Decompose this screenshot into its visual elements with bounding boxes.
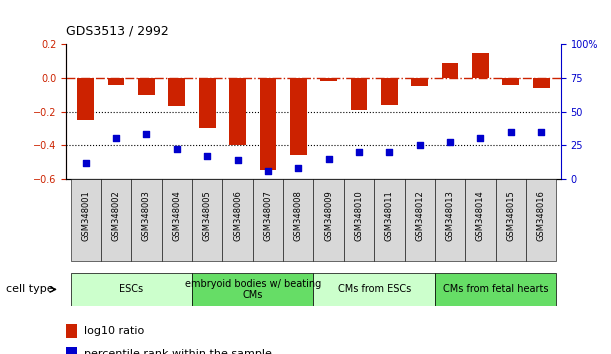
Point — [415, 142, 425, 148]
Bar — [351, 78, 367, 110]
Bar — [442, 63, 458, 78]
Text: GSM348013: GSM348013 — [445, 190, 455, 241]
Bar — [533, 78, 549, 88]
Text: GSM348001: GSM348001 — [81, 190, 90, 241]
Text: embryoid bodies w/ beating
CMs: embryoid bodies w/ beating CMs — [185, 279, 321, 300]
Bar — [70, 273, 192, 306]
Bar — [435, 179, 465, 261]
Bar — [222, 179, 253, 261]
Bar — [101, 179, 131, 261]
Point — [293, 165, 303, 171]
Bar — [260, 78, 276, 170]
Bar — [290, 78, 307, 155]
Bar — [381, 78, 398, 105]
Point — [384, 149, 394, 155]
Bar — [320, 78, 337, 81]
Bar — [465, 179, 496, 261]
Text: GSM348012: GSM348012 — [415, 190, 424, 241]
Point — [202, 153, 212, 159]
Bar — [131, 179, 162, 261]
Text: GSM348016: GSM348016 — [536, 190, 546, 241]
Bar — [192, 273, 313, 306]
Bar — [472, 53, 489, 78]
Bar — [253, 179, 283, 261]
Point — [172, 146, 181, 152]
Bar — [138, 78, 155, 95]
Bar — [70, 179, 101, 261]
Text: GSM348004: GSM348004 — [172, 190, 181, 241]
Text: ESCs: ESCs — [119, 284, 144, 295]
Point — [475, 136, 485, 141]
Point — [354, 149, 364, 155]
Text: GSM348010: GSM348010 — [354, 190, 364, 241]
Point — [445, 139, 455, 145]
Text: GSM348003: GSM348003 — [142, 190, 151, 241]
Text: GDS3513 / 2992: GDS3513 / 2992 — [66, 24, 169, 37]
Text: GSM348002: GSM348002 — [112, 190, 120, 241]
Point — [324, 156, 334, 161]
Bar — [404, 179, 435, 261]
Bar — [313, 179, 344, 261]
Bar — [526, 179, 557, 261]
Bar — [199, 78, 216, 128]
Text: GSM348015: GSM348015 — [507, 190, 515, 241]
Text: GSM348011: GSM348011 — [385, 190, 394, 241]
Bar — [313, 273, 435, 306]
Bar — [162, 179, 192, 261]
Text: log10 ratio: log10 ratio — [84, 326, 145, 336]
Text: CMs from fetal hearts: CMs from fetal hearts — [443, 284, 548, 295]
Bar — [496, 179, 526, 261]
Point — [536, 129, 546, 135]
Bar — [344, 179, 374, 261]
Bar — [169, 78, 185, 107]
Point — [233, 157, 243, 163]
Bar — [374, 179, 404, 261]
Text: GSM348009: GSM348009 — [324, 190, 333, 241]
Bar — [108, 78, 125, 85]
Point — [142, 132, 152, 137]
Point — [263, 168, 273, 173]
Text: GSM348014: GSM348014 — [476, 190, 485, 241]
Bar — [78, 78, 94, 120]
Point — [506, 129, 516, 135]
Text: GSM348006: GSM348006 — [233, 190, 242, 241]
Bar — [283, 179, 313, 261]
Bar — [435, 273, 557, 306]
Text: cell type: cell type — [6, 284, 54, 295]
Bar — [502, 78, 519, 85]
Bar — [229, 78, 246, 145]
Bar — [411, 78, 428, 86]
Text: percentile rank within the sample: percentile rank within the sample — [84, 349, 272, 354]
Point — [81, 160, 90, 165]
Text: GSM348005: GSM348005 — [203, 190, 211, 241]
Bar — [192, 179, 222, 261]
Text: CMs from ESCs: CMs from ESCs — [337, 284, 411, 295]
Point — [111, 136, 121, 141]
Text: GSM348007: GSM348007 — [263, 190, 273, 241]
Text: GSM348008: GSM348008 — [294, 190, 303, 241]
